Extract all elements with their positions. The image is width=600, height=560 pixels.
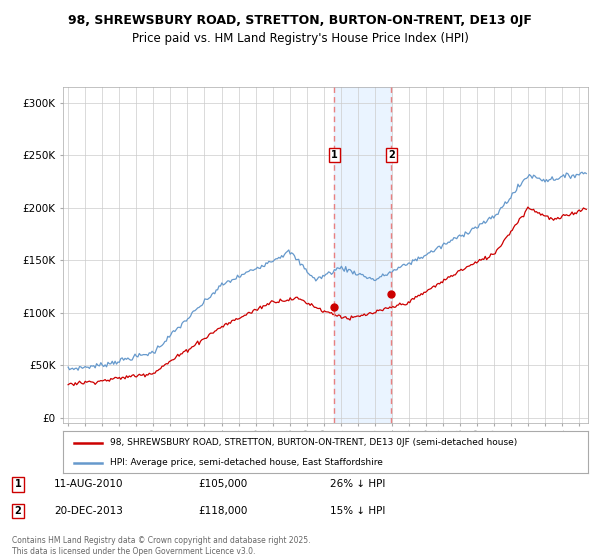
Text: 15% ↓ HPI: 15% ↓ HPI — [330, 506, 385, 516]
Bar — [334, 87, 391, 423]
Text: £118,000: £118,000 — [198, 506, 247, 516]
Text: 2: 2 — [388, 150, 395, 160]
Text: 1: 1 — [331, 150, 338, 160]
Text: 26% ↓ HPI: 26% ↓ HPI — [330, 479, 385, 489]
Text: 2: 2 — [14, 506, 22, 516]
Text: £105,000: £105,000 — [198, 479, 247, 489]
Text: HPI: Average price, semi-detached house, East Staffordshire: HPI: Average price, semi-detached house,… — [110, 458, 383, 467]
Text: 1: 1 — [14, 479, 22, 489]
Text: Price paid vs. HM Land Registry's House Price Index (HPI): Price paid vs. HM Land Registry's House … — [131, 32, 469, 45]
Text: Contains HM Land Registry data © Crown copyright and database right 2025.
This d: Contains HM Land Registry data © Crown c… — [12, 536, 311, 556]
Text: 98, SHREWSBURY ROAD, STRETTON, BURTON-ON-TRENT, DE13 0JF (semi-detached house): 98, SHREWSBURY ROAD, STRETTON, BURTON-ON… — [110, 438, 517, 447]
Text: 11-AUG-2010: 11-AUG-2010 — [54, 479, 124, 489]
Text: 98, SHREWSBURY ROAD, STRETTON, BURTON-ON-TRENT, DE13 0JF: 98, SHREWSBURY ROAD, STRETTON, BURTON-ON… — [68, 14, 532, 27]
Text: 20-DEC-2013: 20-DEC-2013 — [54, 506, 123, 516]
